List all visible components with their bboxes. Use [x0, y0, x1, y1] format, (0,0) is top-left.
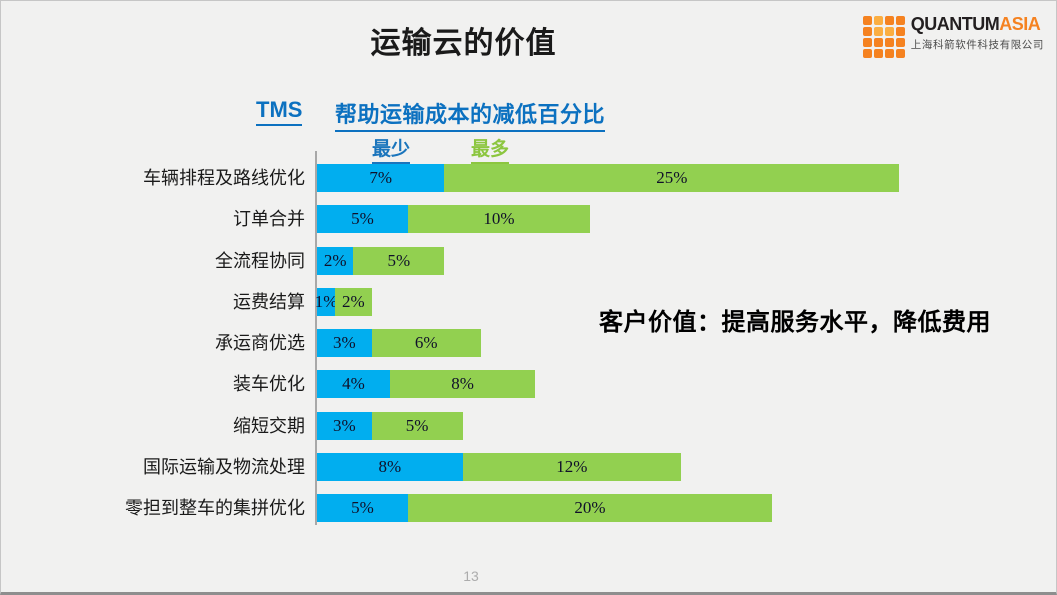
logo-dot: [862, 27, 872, 36]
callout-text: 客户价值：提高服务水平，降低费用: [599, 309, 991, 336]
page-number: 13: [463, 568, 479, 584]
bar-group: 8% 12%: [317, 453, 681, 482]
bar-min-segment: 4%: [317, 370, 390, 399]
logo-dot: [884, 49, 894, 58]
brand-secondary-text: ASIA: [999, 14, 1041, 34]
category-label: 全流程协同: [215, 250, 305, 271]
logo-dot: [873, 16, 883, 25]
bar-max-segment: 5%: [353, 246, 445, 275]
bar-group: 2% 5%: [317, 246, 445, 275]
brand-primary-text: QUANTUM: [910, 14, 1000, 34]
category-label: 订单合并: [233, 209, 305, 230]
bar-max-segment: 10%: [408, 205, 590, 234]
bar-group: 1% 2%: [315, 287, 372, 316]
logo-dot: [884, 16, 894, 25]
bar-max-segment: 5%: [371, 411, 463, 440]
bar-group: 5% 20%: [317, 494, 772, 523]
chart-row: 全流程协同 2% 5%: [1, 246, 941, 288]
logo-dot: [873, 38, 883, 47]
category-label: 装车优化: [233, 374, 305, 395]
company-name: 上海科箭软件科技有限公司: [910, 39, 1044, 51]
chart-row: 订单合并 5% 10%: [1, 205, 941, 246]
logo-dots-icon: [862, 16, 905, 58]
bar-max-segment: 6%: [371, 329, 481, 358]
bar-min-segment: 1%: [315, 287, 337, 316]
bar-min-segment: 7%: [317, 164, 445, 192]
category-label: 缩短交期: [233, 415, 305, 436]
bar-group: 5% 10%: [317, 205, 590, 234]
bar-group: 3% 5%: [317, 411, 463, 440]
logo-dot: [895, 27, 905, 36]
chart-row: 国际运输及物流处理 8% 12%: [1, 453, 941, 494]
category-label: 运费结算: [233, 291, 305, 312]
chart-rows: 车辆排程及路线优化 7% 25% 订单合并 5% 10% 全流程协同 2% 5% 运费结算 1% 2%…: [1, 164, 941, 536]
chart-subtitle: 帮助运输成本的减低百分比: [335, 97, 606, 132]
bar-max-segment: 25%: [444, 164, 900, 192]
chart-row: 承运商优选 3% 6%: [1, 329, 941, 370]
legend-min-label: 最少: [372, 134, 411, 164]
bar-max-segment: 12%: [462, 453, 681, 482]
chart-row: 缩短交期 3% 5%: [1, 411, 941, 453]
logo-dot: [873, 49, 883, 58]
bar-min-segment: 5%: [317, 494, 408, 523]
logo-dot: [862, 49, 872, 58]
bar-max-segment: 8%: [389, 370, 536, 399]
chart-row: 运费结算 1% 2%: [1, 287, 941, 329]
bar-min-segment: 3%: [317, 329, 372, 358]
bar-group: 3% 6%: [317, 329, 481, 358]
bar-max-segment: 20%: [408, 494, 772, 523]
company-logo: QUANTUMASIA 上海科箭软件科技有限公司: [862, 14, 1044, 58]
logo-dot: [895, 38, 905, 47]
category-label: 国际运输及物流处理: [143, 457, 305, 478]
legend-max-label: 最多: [471, 134, 510, 164]
bar-group: 4% 8%: [317, 370, 536, 399]
category-label: 零担到整车的集拼优化: [125, 498, 305, 519]
chart-row: 零担到整车的集拼优化 5% 20%: [1, 494, 941, 535]
category-label: 承运商优选: [215, 333, 305, 354]
bar-min-segment: 2%: [317, 246, 354, 275]
bar-min-segment: 8%: [317, 453, 463, 482]
bar-min-segment: 5%: [317, 205, 408, 234]
brand-name: QUANTUMASIA: [911, 14, 1044, 34]
bar-min-segment: 3%: [317, 411, 372, 440]
chart-row: 装车优化 4% 8%: [1, 370, 941, 411]
logo-dot: [895, 49, 905, 58]
category-label: 车辆排程及路线优化: [143, 168, 305, 188]
chart-row: 车辆排程及路线优化 7% 25%: [1, 164, 941, 205]
bar-max-segment: 2%: [335, 287, 372, 316]
axis-line: [315, 151, 317, 525]
logo-dot: [862, 38, 872, 47]
logo-dot: [884, 38, 894, 47]
logo-dot: [895, 16, 905, 25]
logo-dot: [862, 16, 872, 25]
page-title: 运输云的价值: [370, 27, 557, 60]
logo-dot: [884, 27, 894, 36]
logo-dot: [873, 27, 883, 36]
bar-group: 7% 25%: [317, 164, 900, 192]
logo-text: QUANTUMASIA 上海科箭软件科技有限公司: [911, 14, 1044, 52]
tms-label: TMS: [256, 97, 303, 126]
